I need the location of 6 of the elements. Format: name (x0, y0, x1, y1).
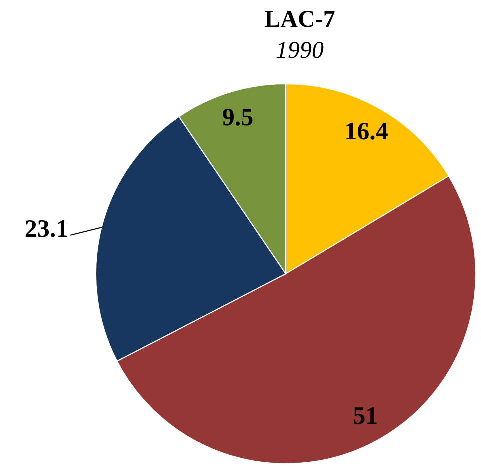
data-label: 16.4 (344, 118, 389, 146)
data-label: 51 (353, 403, 378, 430)
chart-title: LAC-7 (264, 6, 336, 34)
data-label: 9.5 (222, 104, 254, 132)
chart-subtitle: 1990 (275, 37, 325, 65)
data-label: 23.1 (24, 216, 69, 243)
